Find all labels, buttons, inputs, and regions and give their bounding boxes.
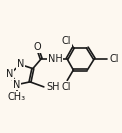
Text: N: N (17, 59, 24, 69)
Text: CH₃: CH₃ (8, 92, 26, 102)
Text: Cl: Cl (62, 82, 71, 92)
Text: SH: SH (46, 82, 60, 92)
Text: Cl: Cl (110, 54, 119, 64)
Text: O: O (33, 42, 41, 52)
Text: Cl: Cl (62, 36, 71, 46)
Text: NH: NH (48, 54, 63, 64)
Text: N: N (6, 69, 13, 79)
Text: N: N (13, 80, 20, 90)
